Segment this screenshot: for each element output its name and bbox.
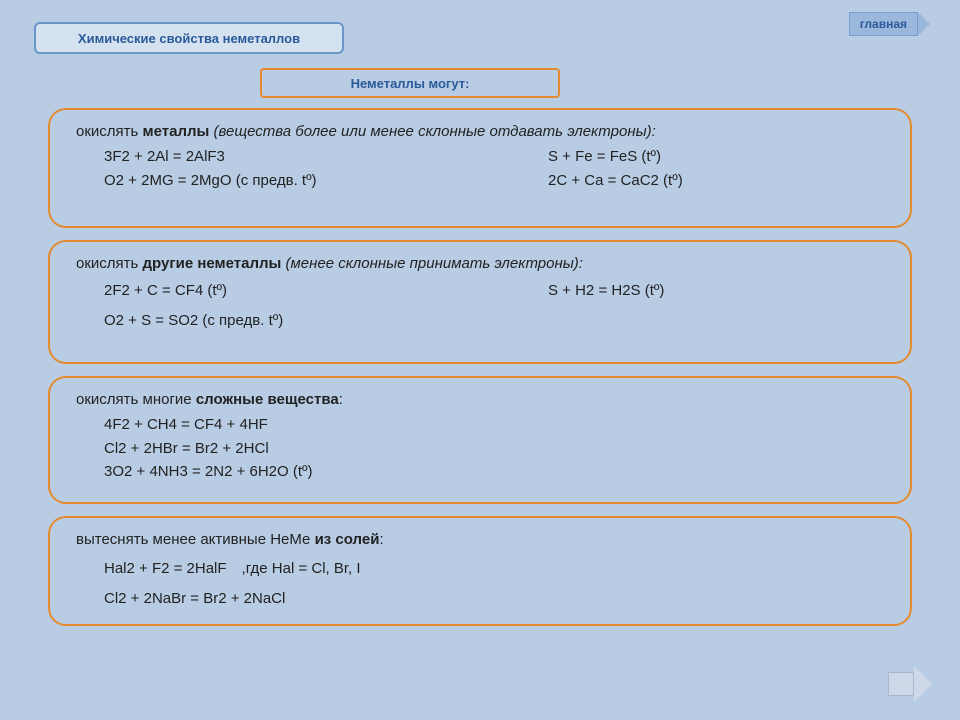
equation: Cl2 + 2HBr = Br2 + 2HCl xyxy=(76,437,884,460)
section-oxidize-metals: окислять металлы (вещества более или мен… xyxy=(48,108,912,228)
section-intro: окислять другие неметаллы (менее склонны… xyxy=(76,252,884,275)
arrow-right-icon xyxy=(914,666,932,702)
intro-bold: из солей xyxy=(315,531,380,548)
equation: 2C + Ca = CaC2 (tº) xyxy=(548,169,844,192)
intro-bold: сложные вещества xyxy=(196,391,339,408)
section-intro: вытеснять менее активные НеМе из солей: xyxy=(76,528,884,551)
arrow-body xyxy=(888,672,914,696)
arrow-right-icon xyxy=(918,12,930,36)
equation: Hal2 + F2 = 2HalF ,где Hal = Cl, Br, I xyxy=(76,557,884,580)
section-oxidize-compounds: окислять многие сложные вещества: 4F2 + … xyxy=(48,376,912,504)
subtitle: Неметаллы могут: xyxy=(351,76,470,91)
section-intro: окислять металлы (вещества более или мен… xyxy=(76,120,884,143)
equation: 3O2 + 4NH3 = 2N2 + 6H2O (tº) xyxy=(76,460,884,483)
equation: O2 + 2MG = 2MgO (с предв. tº) xyxy=(104,169,511,192)
intro-suffix: : xyxy=(339,391,343,408)
intro-prefix: вытеснять менее активные НеМе xyxy=(76,531,315,548)
home-button-label: главная xyxy=(849,12,918,36)
page-title: Химические свойства неметаллов xyxy=(78,31,300,46)
equation-row: 2F2 + C = CF4 (tº) S + H2 = H2S (tº) xyxy=(76,279,884,302)
intro-prefix: окислять xyxy=(76,255,143,272)
intro-suffix: : xyxy=(379,531,383,548)
home-button[interactable]: главная xyxy=(849,12,930,36)
section-displace-salts: вытеснять менее активные НеМе из солей: … xyxy=(48,516,912,626)
intro-italic: (вещества более или менее склонные отдав… xyxy=(209,123,655,140)
subtitle-box: Неметаллы могут: xyxy=(260,68,560,98)
intro-italic: (менее склонные принимать электроны): xyxy=(281,255,583,272)
equation-row: O2 + 2MG = 2MgO (с предв. tº) 2C + Ca = … xyxy=(76,169,884,192)
equation-row: O2 + S = SO2 (с предв. tº) xyxy=(76,309,884,332)
equation: Cl2 + 2NaBr = Br2 + 2NaCl xyxy=(76,587,884,610)
equation: O2 + S = SO2 (с предв. tº) xyxy=(104,309,511,332)
equation-row: 3F2 + 2Al = 2AlF3 S + Fe = FeS (tº) xyxy=(76,145,884,168)
equation: S + H2 = H2S (tº) xyxy=(548,279,844,302)
equation: 3F2 + 2Al = 2AlF3 xyxy=(104,145,511,168)
section-oxidize-nonmetals: окислять другие неметаллы (менее склонны… xyxy=(48,240,912,364)
equation: 2F2 + C = CF4 (tº) xyxy=(104,279,511,302)
equation: 4F2 + CH4 = CF4 + 4HF xyxy=(76,413,884,436)
intro-bold: металлы xyxy=(143,123,210,140)
intro-prefix: окислять xyxy=(76,123,143,140)
intro-prefix: окислять многие xyxy=(76,391,196,408)
page-title-box: Химические свойства неметаллов xyxy=(34,22,344,54)
intro-bold: другие неметаллы xyxy=(143,255,282,272)
section-intro: окислять многие сложные вещества: xyxy=(76,388,884,411)
equation xyxy=(548,309,844,332)
next-button[interactable] xyxy=(888,666,932,702)
equation: S + Fe = FeS (tº) xyxy=(548,145,844,168)
